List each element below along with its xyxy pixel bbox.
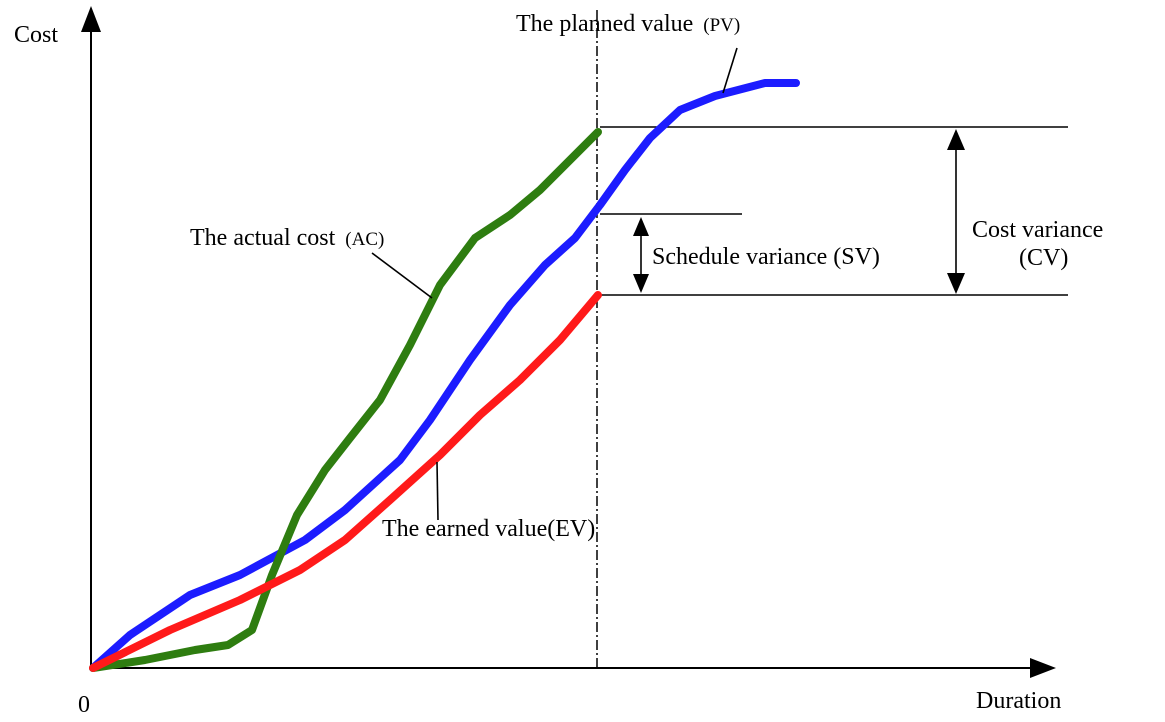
pv-label-abbr: (PV): [703, 15, 740, 36]
ev-label: The earned value(EV): [382, 516, 595, 542]
x-axis-label: Duration: [976, 688, 1061, 714]
ev-curve: [89, 291, 602, 672]
ac-curve: [89, 128, 602, 672]
x-axis-arrowhead: [1030, 658, 1056, 678]
origin-label: 0: [78, 692, 90, 717]
ac-leader-line: [371, 252, 433, 299]
axes: [81, 6, 1056, 678]
cv-label-line2: (CV): [1019, 245, 1068, 271]
pv-leader-line: [722, 47, 738, 94]
pv-label: The planned value (PV): [516, 11, 740, 37]
ac-label: The actual cost (AC): [190, 225, 384, 251]
cv-double-arrow: [947, 129, 965, 294]
ac-label-text: The actual cost: [190, 225, 336, 251]
pv-curve: [89, 79, 800, 672]
pv-label-text: The planned value: [516, 11, 693, 37]
ev-leader-line: [436, 461, 439, 521]
cv-label-line1: Cost variance: [972, 217, 1103, 243]
sv-label: Schedule variance (SV): [652, 244, 880, 270]
sv-double-arrow: [633, 217, 649, 293]
ac-label-abbr: (AC): [345, 229, 384, 250]
y-axis-arrowhead: [81, 6, 101, 32]
y-axis-label: Cost: [14, 22, 58, 48]
